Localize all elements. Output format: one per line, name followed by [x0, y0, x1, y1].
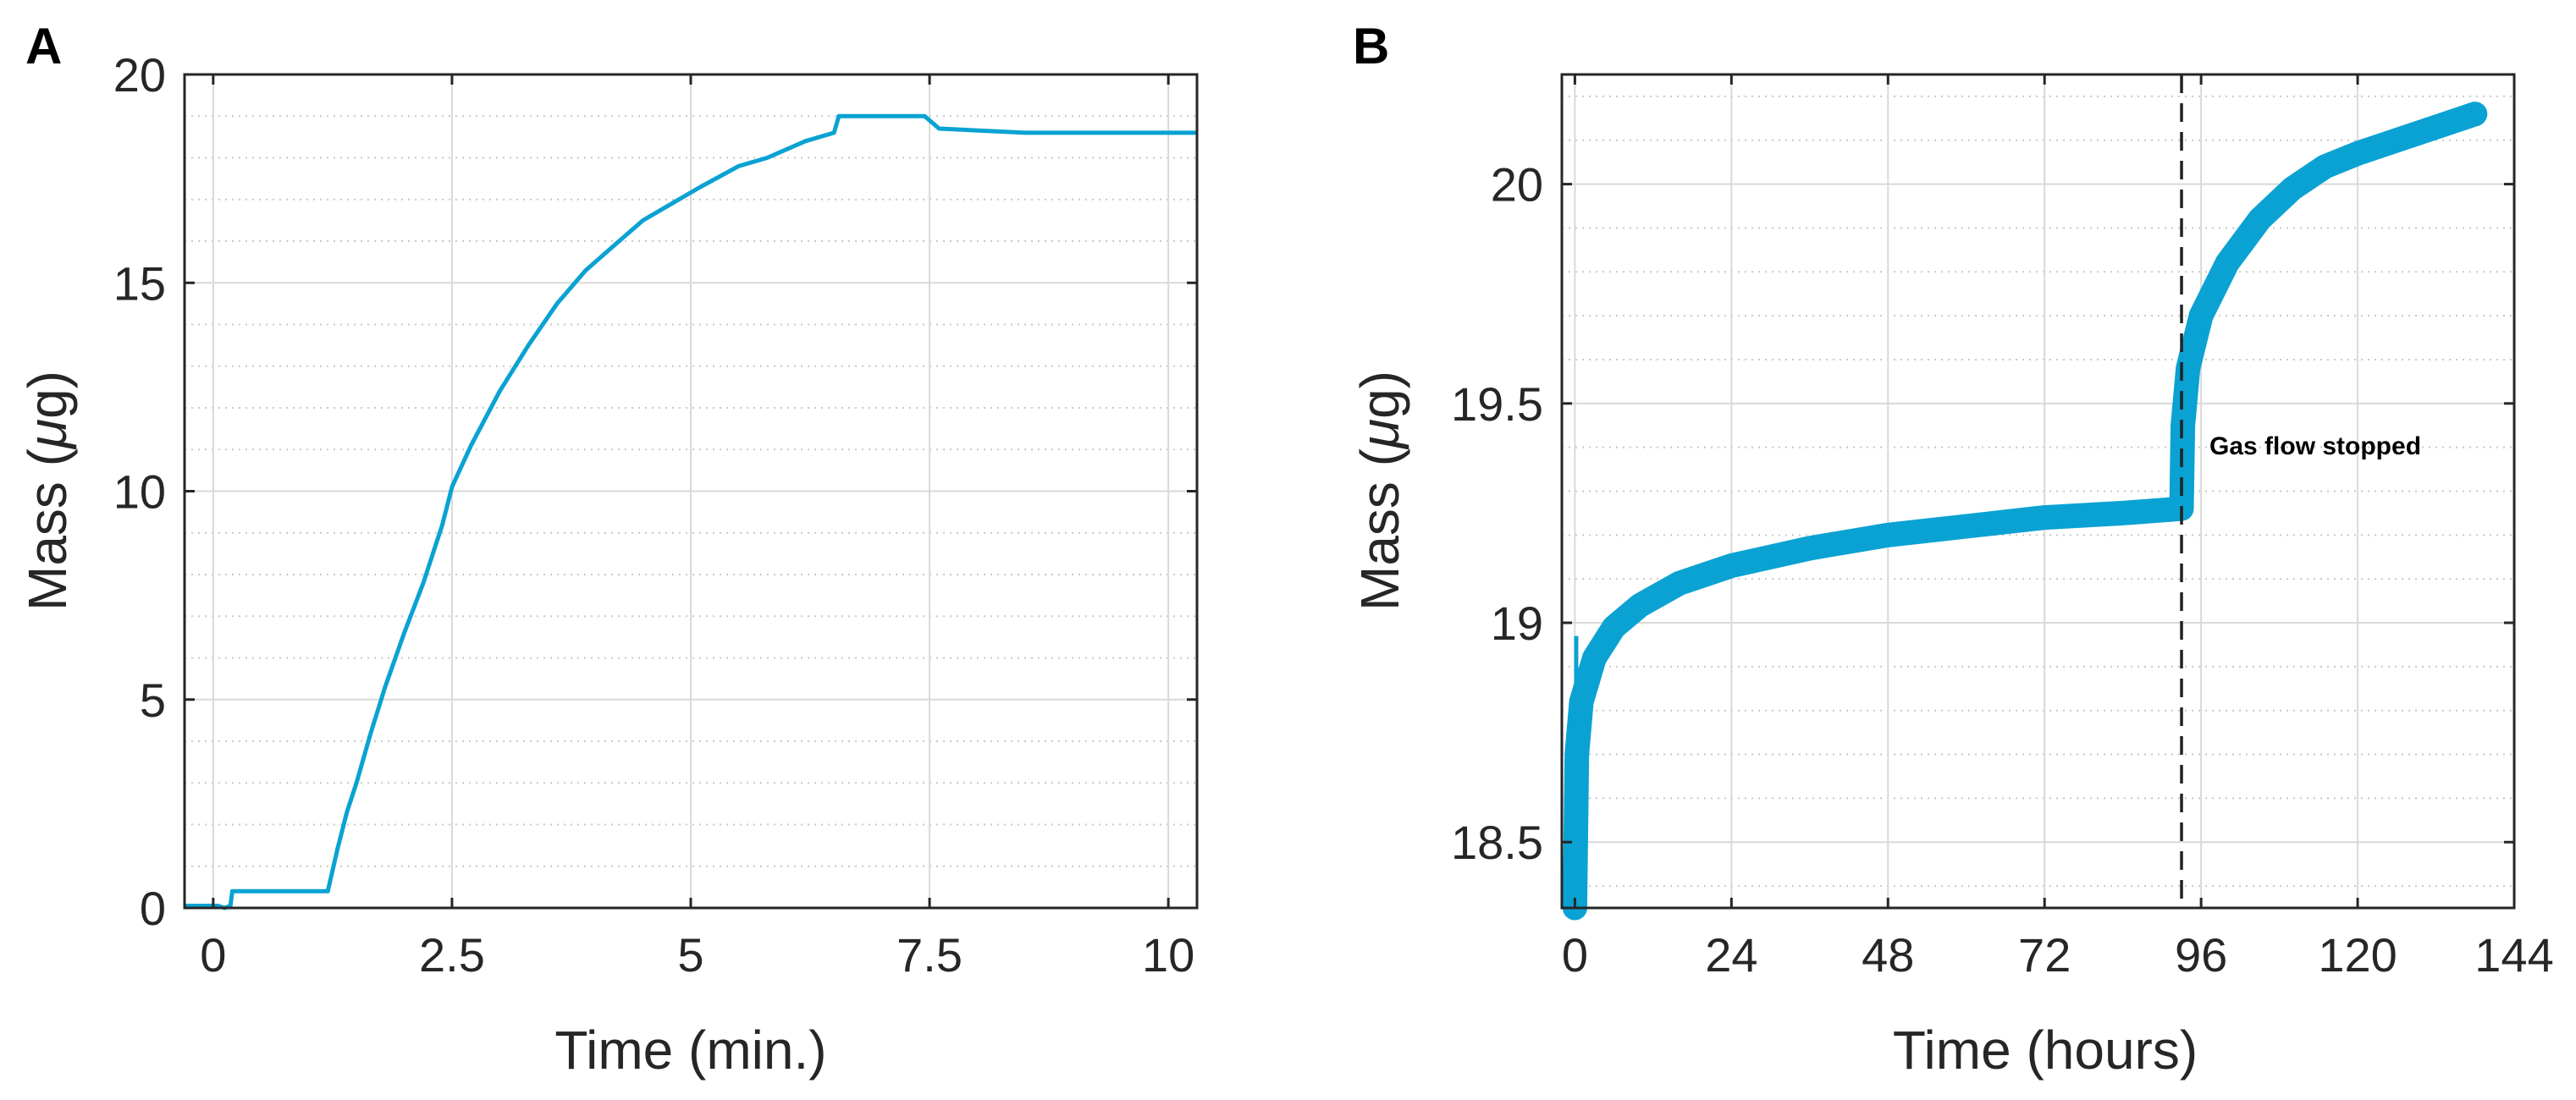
panel-b-y-axis-label: Mass (μg) — [1349, 371, 1410, 611]
panel-a: A 0 2.5 5 7.5 10 0 5 10 15 20 Time (min.) Mass (… — [17, 18, 1199, 1081]
y-tick-label: 20 — [113, 48, 166, 102]
panel-b-ticks — [1562, 74, 2516, 908]
x-tick-label: 2.5 — [419, 928, 485, 982]
panel-b-y-tick-labels: 18.5 19 19.5 20 — [1451, 158, 1543, 870]
y-tick-label: 0 — [140, 882, 166, 935]
panel-b-x-tick-labels: 0 24 48 72 96 120 144 — [1562, 928, 2554, 982]
panel-a-y-axis-label-symbol: μ — [17, 419, 78, 450]
panel-letter-b: B — [1353, 18, 1389, 74]
x-tick-label: 24 — [1705, 928, 1757, 982]
x-tick-label: 5 — [677, 928, 703, 982]
series-line — [185, 113, 1197, 910]
x-tick-label: 96 — [2175, 928, 2227, 982]
panel-letter-a: A — [25, 18, 62, 74]
panel-b-series — [1562, 102, 2488, 921]
y-tick-label: 5 — [140, 674, 166, 727]
panel-a-y-axis-label: Mass (μg) — [17, 371, 78, 611]
x-tick-label: 144 — [2474, 928, 2553, 982]
panel-b: B 0 24 48 72 96 120 144 18.5 19 19.5 20 Gas flow … — [1349, 18, 2554, 1081]
panel-b-y-axis-label-text: Mass ( — [1349, 448, 1410, 611]
y-tick-label: 19 — [1491, 597, 1543, 650]
y-tick-label: 20 — [1491, 158, 1543, 212]
panel-a-ticks — [185, 73, 1197, 910]
x-tick-label: 7.5 — [896, 928, 963, 982]
x-tick-label: 0 — [200, 928, 226, 982]
panel-b-x-axis-label: Time (hours) — [1893, 1020, 2198, 1081]
panel-b-major-grid — [1562, 74, 2515, 908]
panel-b-y-axis-label-unit: g) — [1349, 371, 1410, 419]
y-tick-label: 10 — [113, 465, 166, 519]
panel-a-x-tick-labels: 0 2.5 5 7.5 10 — [200, 928, 1194, 982]
y-tick-label: 15 — [113, 256, 166, 310]
x-tick-label: 0 — [1562, 928, 1588, 982]
x-tick-label: 120 — [2318, 928, 2397, 982]
panel-b-y-axis-label-symbol: μ — [1349, 419, 1410, 450]
panel-a-y-tick-labels: 0 5 10 15 20 — [113, 48, 166, 935]
series-band — [1562, 102, 2488, 921]
panel-b-minor-grid — [1562, 95, 2514, 888]
panel-b-axes-box — [1560, 73, 2516, 910]
y-tick-label: 19.5 — [1451, 377, 1543, 431]
panel-a-x-axis-label: Time (min.) — [554, 1020, 826, 1081]
x-tick-label: 48 — [1862, 928, 1914, 982]
x-tick-label: 72 — [2018, 928, 2071, 982]
panel-a-y-axis-label-text: Mass ( — [17, 448, 78, 611]
series-noise — [1573, 103, 2474, 912]
panel-a-series — [185, 113, 1197, 910]
panel-a-y-axis-label-unit: g) — [17, 371, 78, 419]
panel-b-annotation: Gas flow stopped — [2209, 432, 2421, 460]
x-tick-label: 10 — [1142, 928, 1194, 982]
y-tick-label: 18.5 — [1451, 816, 1543, 869]
